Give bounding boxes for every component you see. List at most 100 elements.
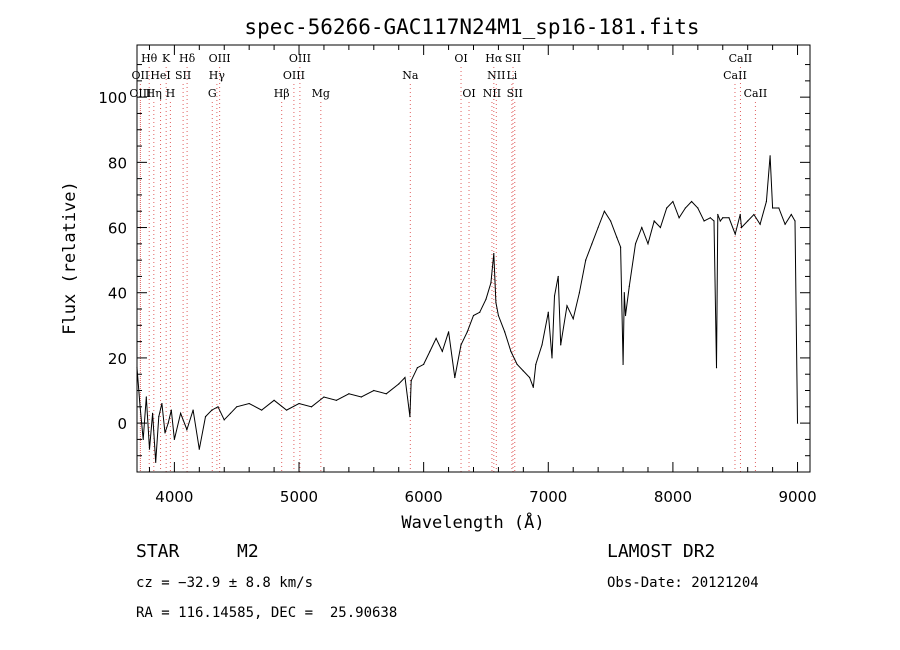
spectrum-point xyxy=(170,409,172,411)
spectrum-line-flux xyxy=(136,155,798,463)
spectrum-point xyxy=(717,213,719,216)
emission-line-label: OIII xyxy=(129,87,151,100)
emission-line-label: NII xyxy=(487,69,505,82)
emission-line-label: Hβ xyxy=(274,87,290,100)
spectrum-point xyxy=(429,350,431,352)
redshift-value: cz = −32.9 ± 8.8 km/s xyxy=(136,575,314,591)
spectrum-point xyxy=(609,220,612,222)
emission-line-label: Hθ xyxy=(141,52,158,65)
spectrum-point xyxy=(248,402,250,405)
spectrum-point xyxy=(753,213,755,216)
spectrum-point xyxy=(765,200,767,203)
spectrum-point xyxy=(672,200,674,203)
spectrum-series xyxy=(136,155,799,463)
spectrum-point xyxy=(796,422,799,424)
spectrum-point xyxy=(485,298,487,300)
spectrum-point xyxy=(772,207,774,209)
survey-name: LAMOST DR2 xyxy=(607,541,716,562)
spectrum-point xyxy=(198,448,200,450)
object-class: STAR xyxy=(136,541,180,562)
y-tick-label: 0 xyxy=(117,415,127,433)
y-axis-label: Flux (relative) xyxy=(60,181,80,335)
y-tick-label: 40 xyxy=(108,285,127,303)
spectrum-point xyxy=(410,380,412,382)
spectrum-point xyxy=(155,461,157,463)
spectrum-point xyxy=(728,217,730,219)
spectrum-point xyxy=(691,200,693,203)
spectrum-point xyxy=(285,409,288,411)
spectrum-point xyxy=(597,226,599,229)
spectrum-point xyxy=(441,350,443,352)
spectrum-point xyxy=(566,305,568,307)
emission-line-label: SII xyxy=(505,52,521,65)
spectrum-point xyxy=(479,311,481,313)
spectrum-point xyxy=(624,314,627,317)
spectrum-point xyxy=(310,406,313,408)
spectrum-point xyxy=(522,370,524,372)
spectrum-point xyxy=(659,226,662,229)
spectrum-point xyxy=(148,448,151,450)
y-tick-label: 80 xyxy=(108,154,127,172)
spectrum-point xyxy=(404,376,406,379)
spectrum-point xyxy=(398,383,400,385)
spectrum-point xyxy=(385,393,387,395)
emission-line-label: CaII xyxy=(729,52,753,65)
emission-line-label: K xyxy=(162,52,171,65)
plot-frame xyxy=(136,44,811,473)
emission-line-label: Hη xyxy=(146,87,162,100)
spectrum-point xyxy=(578,292,581,294)
spectrum-point xyxy=(236,406,238,408)
object-subclass: M2 xyxy=(237,541,259,562)
spectrum-point xyxy=(759,223,761,225)
spectrum-point xyxy=(703,220,705,222)
spectrum-point xyxy=(348,393,350,395)
emission-line-label: Hα xyxy=(485,52,503,65)
spectrum-point xyxy=(416,367,419,369)
emission-line-label: CaII xyxy=(723,69,747,82)
spectrum-point xyxy=(466,331,468,333)
emission-line-label: OI xyxy=(454,52,467,65)
spectrum-point xyxy=(495,301,497,304)
spectrum-point xyxy=(180,412,182,414)
spectrum-point xyxy=(454,376,456,379)
spectrum-point xyxy=(298,402,300,405)
spectrum-point xyxy=(684,207,686,209)
spectrum-point xyxy=(719,220,721,222)
spectrum-point xyxy=(223,419,225,421)
spectrum-point xyxy=(204,415,207,418)
spectrum-point xyxy=(647,243,649,245)
spectrum-point xyxy=(211,409,213,411)
spectrum-point xyxy=(769,155,771,157)
spectrum-point xyxy=(472,314,475,317)
spectrum-point xyxy=(794,220,796,222)
spectrum-point xyxy=(790,213,792,216)
x-tick-label: 5000 xyxy=(280,488,318,506)
emission-line-label: OIII xyxy=(289,52,311,65)
emission-line-label: G xyxy=(208,87,217,100)
emission-line-label: OIII xyxy=(209,52,231,65)
spectrum-point xyxy=(572,318,574,320)
spectrum-point xyxy=(541,344,543,346)
emission-line-label: OI xyxy=(462,87,475,100)
spectrum-point xyxy=(722,217,724,219)
spectrum-point xyxy=(409,415,411,418)
spectrum-point xyxy=(591,243,593,245)
spectrum-point xyxy=(641,226,643,229)
spectrum-point xyxy=(715,367,718,369)
spectrum-point xyxy=(622,363,624,366)
spectrum-point xyxy=(423,363,425,366)
spectrum-point xyxy=(504,331,506,333)
sky-coordinates: RA = 116.14585, DEC = 25.90638 xyxy=(136,605,398,621)
spectrum-point xyxy=(460,344,462,346)
spectrum-point xyxy=(634,243,637,245)
y-tick-label: 20 xyxy=(108,350,127,368)
emission-line-label: OIII xyxy=(283,69,305,82)
emission-line-label: OII xyxy=(132,69,150,82)
spectrum-point xyxy=(360,396,362,398)
spectrum-point xyxy=(778,207,780,209)
spectrum-point xyxy=(373,389,375,392)
y-tick-label: 100 xyxy=(98,89,127,107)
spectrum-point xyxy=(161,402,163,405)
spectrum-point xyxy=(192,409,194,411)
